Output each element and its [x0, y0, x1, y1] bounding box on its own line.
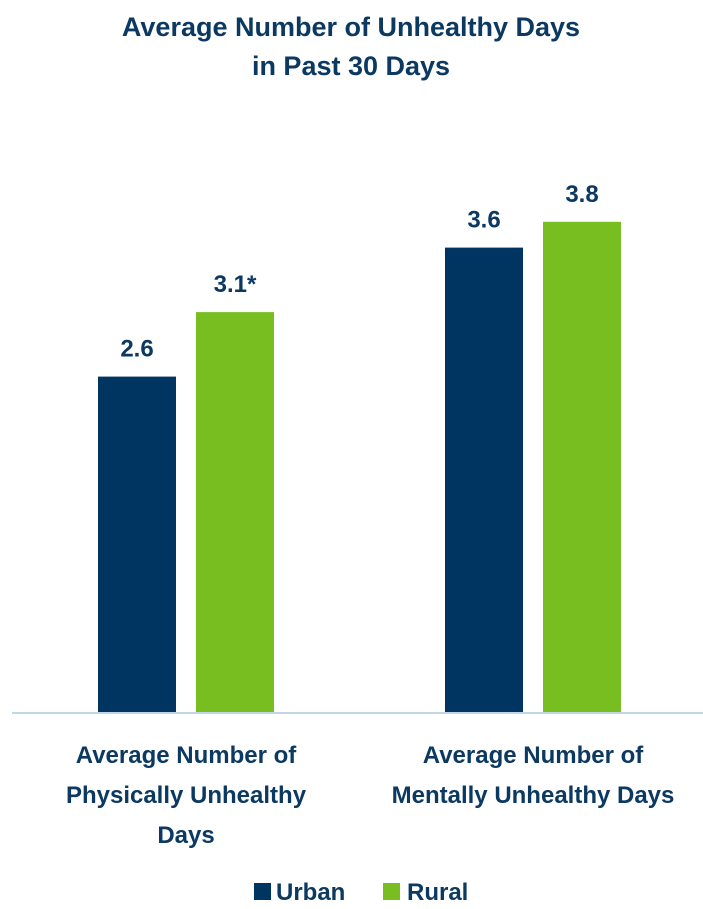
legend-swatch-urban [254, 883, 271, 900]
category-label-2-line-2: Mentally Unhealthy Days [392, 782, 675, 809]
category-labels: Average Number of Physically Unhealthy Day… [66, 742, 674, 849]
bar-urban-1 [98, 376, 176, 712]
data-label-urban-2: 3.6 [467, 207, 500, 234]
category-label-1-line-2: Physically Unhealthy [66, 782, 307, 809]
data-label-rural-2: 3.8 [565, 181, 598, 208]
chart-title-line-1: Average Number of Unhealthy Days [122, 12, 580, 42]
legend: Urban Rural [254, 879, 468, 906]
legend-swatch-rural [383, 883, 400, 900]
category-label-2-line-1: Average Number of [423, 742, 645, 769]
legend-label-rural: Rural [407, 879, 468, 906]
bars [98, 221, 621, 713]
chart-title: Average Number of Unhealthy Days in Past … [122, 12, 580, 81]
data-label-urban-1: 2.6 [120, 336, 153, 363]
data-label-rural-1: 3.1* [214, 271, 257, 298]
bar-rural-1 [196, 312, 274, 712]
legend-label-urban: Urban [276, 879, 345, 906]
data-labels: 2.6 3.1* 3.6 3.8 [120, 181, 598, 363]
chart-title-line-2: in Past 30 Days [252, 51, 450, 81]
bar-urban-2 [445, 247, 523, 712]
bar-rural-2 [543, 221, 621, 713]
category-label-1-line-3: Days [157, 822, 214, 849]
category-label-1-line-1: Average Number of [76, 742, 298, 769]
